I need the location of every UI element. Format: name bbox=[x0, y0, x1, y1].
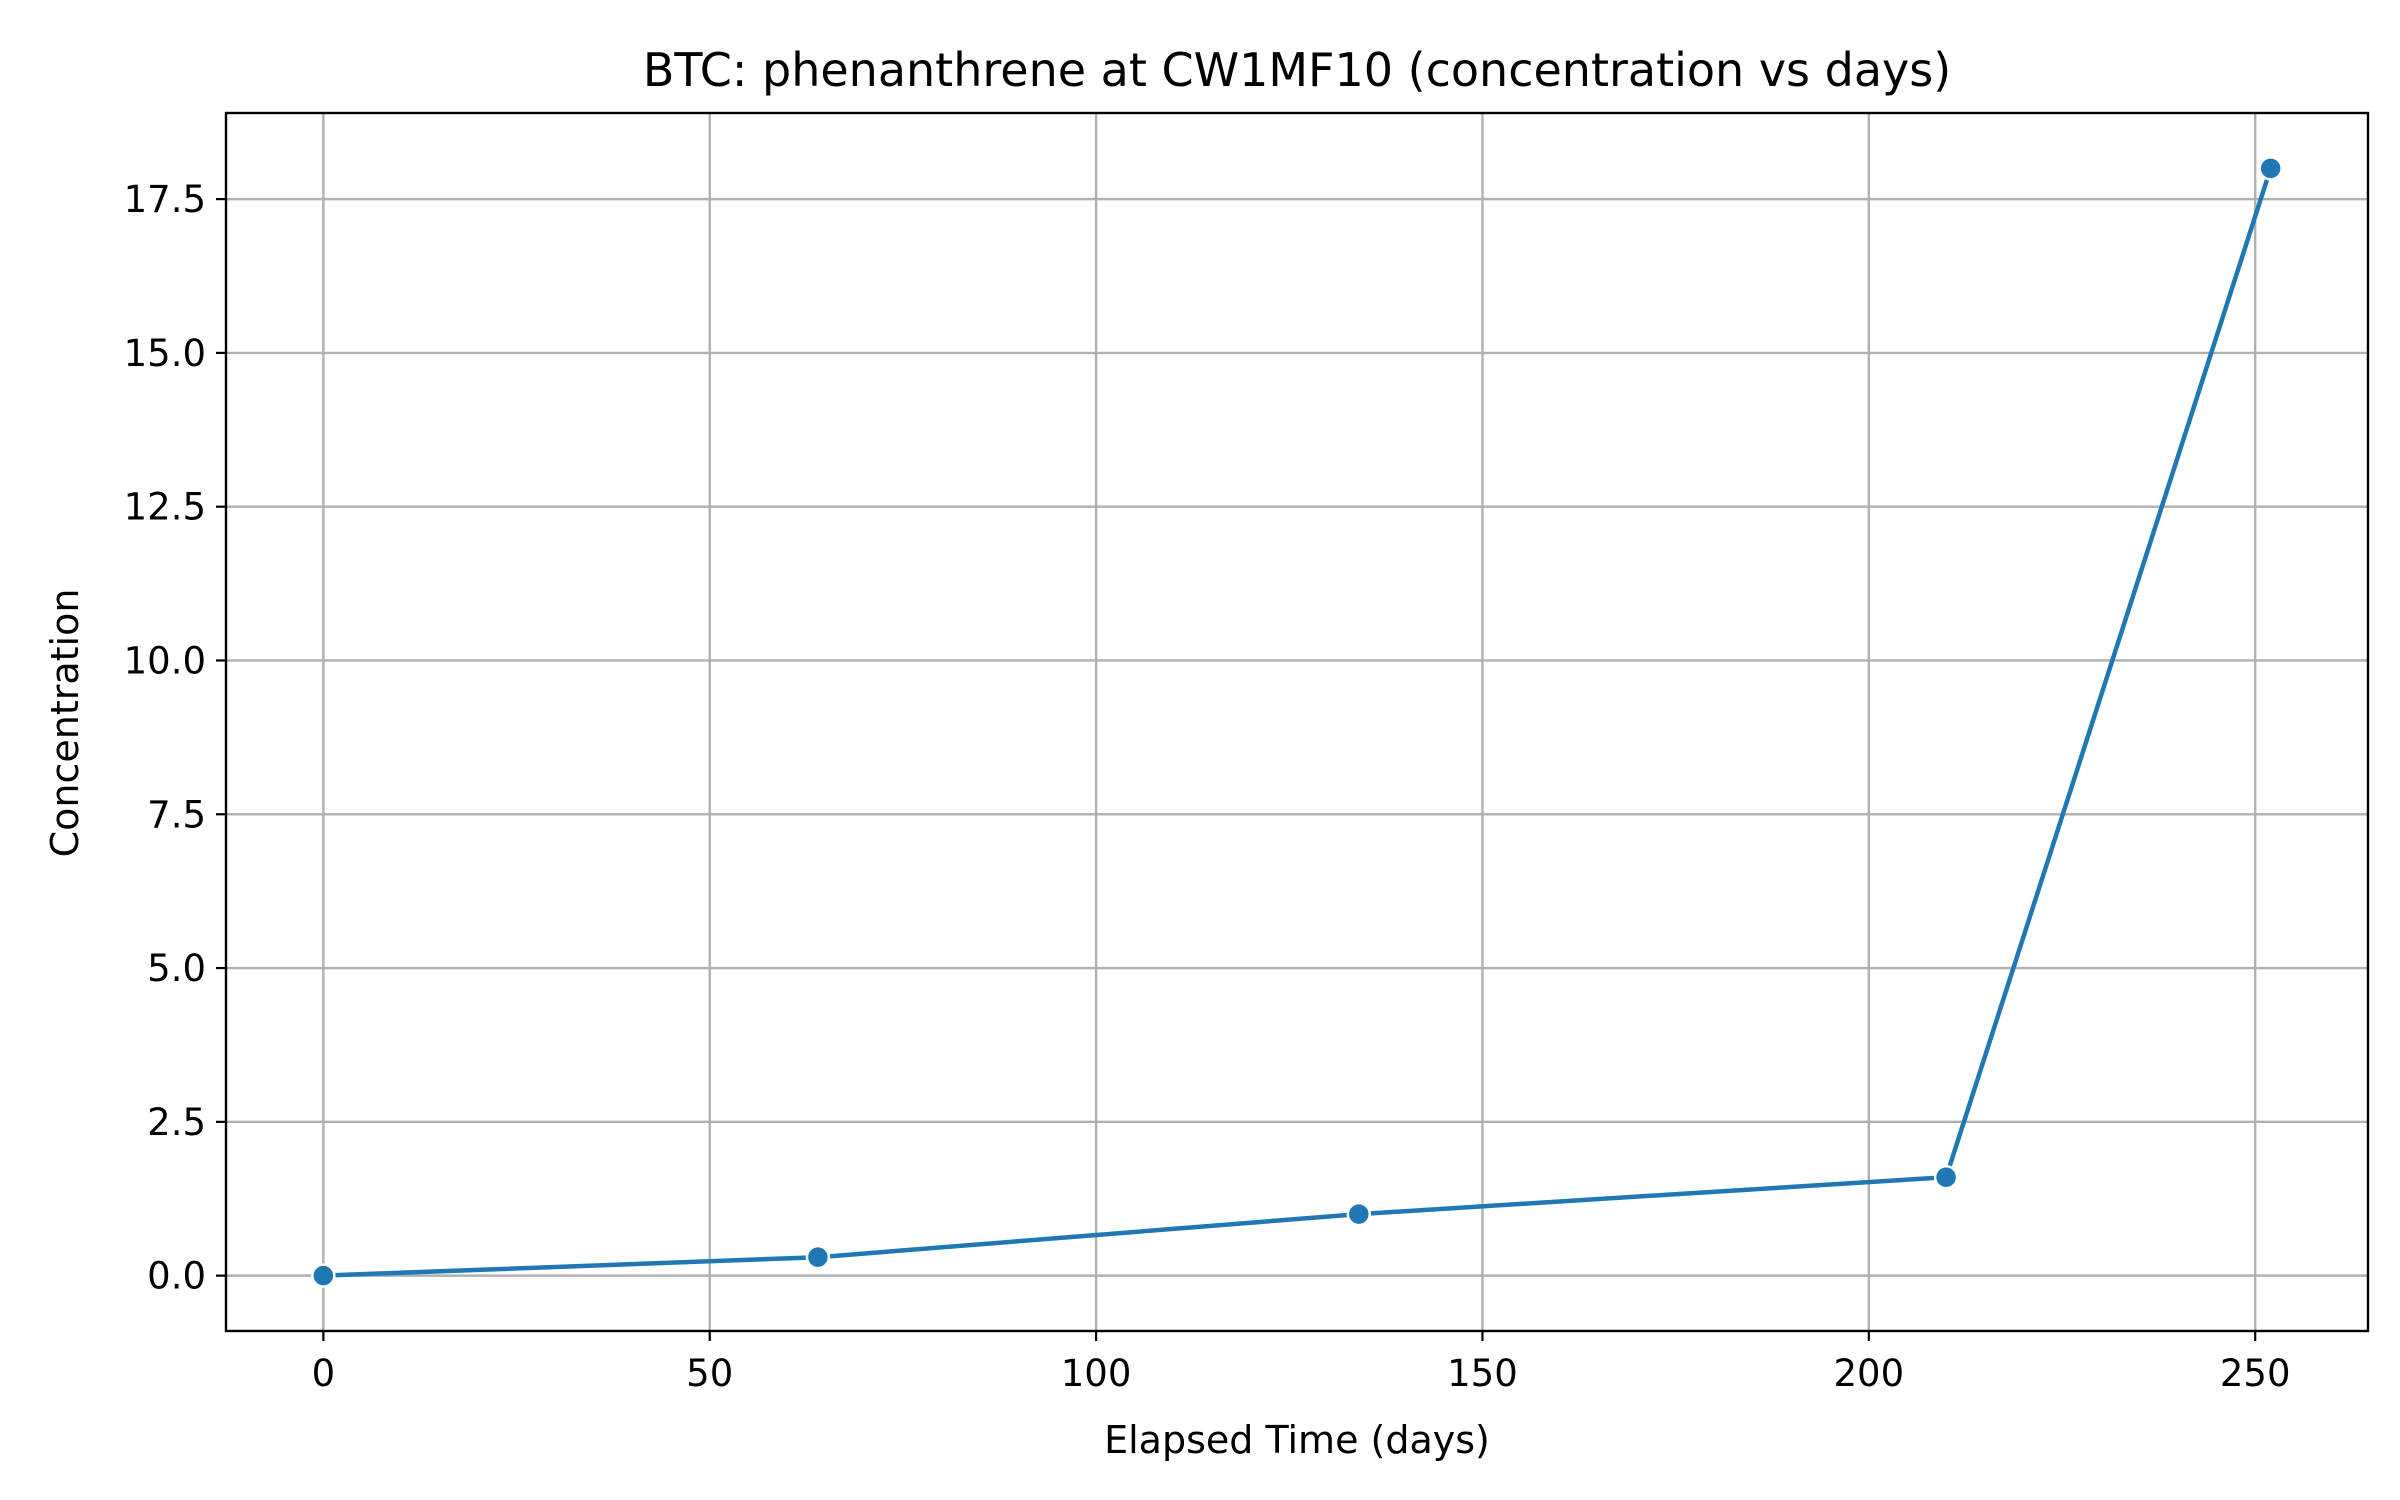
x-tick-label: 50 bbox=[686, 1352, 733, 1395]
data-point bbox=[1346, 1201, 1372, 1227]
y-tick-label: 10.0 bbox=[124, 639, 206, 682]
chart-title: BTC: phenanthrene at CW1MF10 (concentrat… bbox=[643, 43, 1951, 97]
data-point bbox=[2258, 156, 2283, 181]
y-tick-label: 0.0 bbox=[147, 1255, 206, 1298]
y-axis-label: Concentration bbox=[43, 589, 87, 858]
y-tick-label: 12.5 bbox=[124, 486, 206, 529]
data-point bbox=[311, 1263, 336, 1288]
y-tick-label: 2.5 bbox=[147, 1101, 206, 1144]
series-layer bbox=[311, 156, 2283, 1288]
x-tick-label: 150 bbox=[1447, 1352, 1518, 1395]
x-tick-label: 200 bbox=[1834, 1352, 1905, 1395]
y-axis-ticks: 0.0 2.5 5.0 7.5 10.0 12.5 15.0 17.5 bbox=[124, 178, 226, 1298]
y-tick-label: 7.5 bbox=[147, 793, 206, 836]
data-point bbox=[805, 1244, 831, 1270]
x-axis-ticks: 0 50 100 150 200 250 bbox=[312, 1331, 2291, 1395]
y-tick-label: 15.0 bbox=[124, 332, 206, 375]
y-tick-label: 5.0 bbox=[147, 947, 206, 990]
plot-frame bbox=[224, 111, 2370, 1333]
x-tick-label: 250 bbox=[2220, 1352, 2291, 1395]
x-axis-label: Elapsed Time (days) bbox=[1104, 1418, 1490, 1462]
grid bbox=[226, 113, 2368, 1331]
y-tick-label: 17.5 bbox=[124, 178, 206, 221]
data-point bbox=[1933, 1164, 1959, 1190]
x-tick-label: 0 bbox=[312, 1352, 336, 1395]
x-tick-label: 100 bbox=[1061, 1352, 1132, 1395]
